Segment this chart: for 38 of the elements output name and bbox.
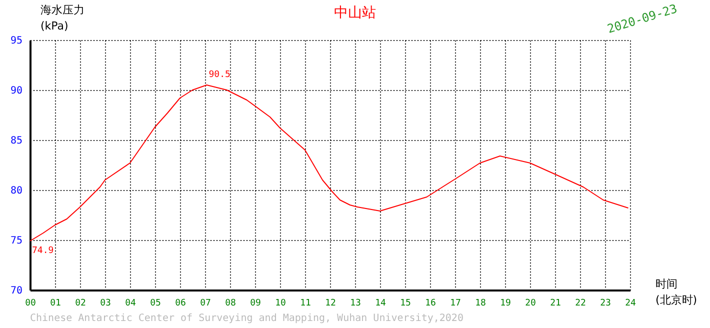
y-tick-label: 75 [10,236,22,246]
x-tick-label: 15 [400,298,411,308]
y-axis-title: 海水压力 (kPa) [40,4,84,32]
x-tick-label: 00 [25,298,36,308]
y-tick-label: 95 [10,36,22,46]
y-tick-label: 85 [10,136,22,146]
x-tick-label: 03 [100,298,111,308]
chart-title: 中山站 [334,5,376,21]
x-tick-label: 06 [175,298,186,308]
x-tick-label: 17 [450,298,461,308]
x-tick-label: 04 [125,298,136,308]
x-tick-label: 14 [375,298,386,308]
line-series [30,84,629,242]
x-tick-label: 01 [50,298,61,308]
y-tick-label: 80 [10,186,22,196]
x-tick-label: 19 [500,298,511,308]
x-tick-label: 10 [275,298,286,308]
x-tick-label: 23 [600,298,611,308]
x-tick-label: 08 [225,298,236,308]
y-tick-label: 90 [10,86,22,96]
x-tick-label: 07 [200,298,211,308]
x-tick-label: 11 [300,298,311,308]
x-tick-label: 16 [425,298,436,308]
x-tick-label: 12 [325,298,336,308]
x-tick-label: 22 [575,298,586,308]
x-tick-label: 05 [150,298,161,308]
x-axis-title: 时间 (北京时) [656,278,698,306]
x-tick-label: 20 [525,298,536,308]
x-tick-label: 13 [350,298,361,308]
annotation: 74.9 [32,246,54,256]
y-tick-label: 70 [10,286,22,296]
annotation: 90.5 [208,70,230,80]
x-tick-label: 21 [550,298,561,308]
x-tick-label: 09 [250,298,261,308]
x-tick-label: 24 [625,298,636,308]
x-tick-label: 18 [475,298,486,308]
text: Chinese Antarctic Center of Surveying and Mapping, Wuhan University,2020 [30,313,464,324]
x-tick-label: 02 [75,298,86,308]
